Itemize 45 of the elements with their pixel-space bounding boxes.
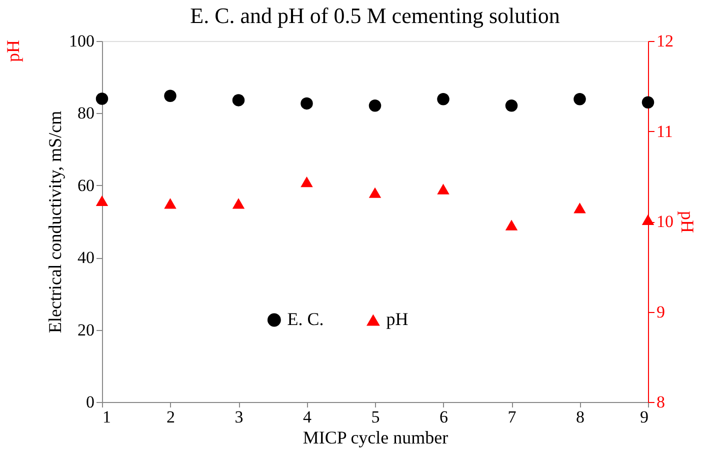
x-tick-label: 2: [166, 408, 175, 426]
text: pH: [3, 40, 23, 62]
point: [574, 93, 586, 106]
y-tick-label: 60: [78, 176, 94, 195]
x-tick-label: 5: [371, 408, 380, 426]
point: [300, 176, 313, 188]
point: [505, 100, 518, 112]
y2-tick-label: 10: [656, 212, 674, 231]
y2-tick-label: 9: [656, 302, 665, 322]
x-tick-label: 6: [440, 408, 448, 426]
point: [232, 94, 245, 106]
y2-tick-label: 12: [656, 32, 674, 50]
y-tick-label: 100: [69, 32, 94, 50]
point: [574, 202, 586, 214]
x-tick-label: 1: [102, 408, 111, 426]
point: [642, 96, 654, 108]
point: [368, 187, 382, 198]
point: [437, 184, 450, 194]
y-axis-title: Electrical conductivity, mS/cm: [45, 110, 65, 334]
point: [505, 220, 518, 230]
point: [96, 92, 108, 105]
point: [232, 198, 245, 209]
point: [368, 100, 382, 112]
x-tick-label: 4: [303, 408, 312, 426]
y2-tick-label: 11: [656, 122, 673, 141]
x-tick-label: 3: [234, 408, 244, 426]
y-tick-label: 0: [86, 392, 94, 412]
y2-axis-title: pH: [678, 211, 698, 233]
point: [164, 198, 176, 209]
point: [300, 97, 313, 110]
point: [642, 214, 654, 225]
y-tick-label: 40: [78, 248, 94, 268]
legend-label: pH: [386, 309, 408, 329]
point: [437, 93, 450, 106]
x-tick-label: 9: [640, 408, 648, 426]
point: [164, 90, 176, 102]
x-tick-label: 7: [508, 408, 517, 426]
chart-title: E. C. and pH of 0.5 M cementing solution: [190, 3, 560, 28]
point: [96, 195, 108, 206]
x-axis-title: MICP cycle number: [302, 428, 448, 448]
legend-label: E. C.: [287, 309, 324, 329]
y-tick-label: 20: [78, 320, 94, 340]
x-tick-label: 8: [576, 408, 584, 426]
y2-tick-label: 8: [656, 392, 665, 412]
y-tick-label: 80: [78, 104, 94, 123]
